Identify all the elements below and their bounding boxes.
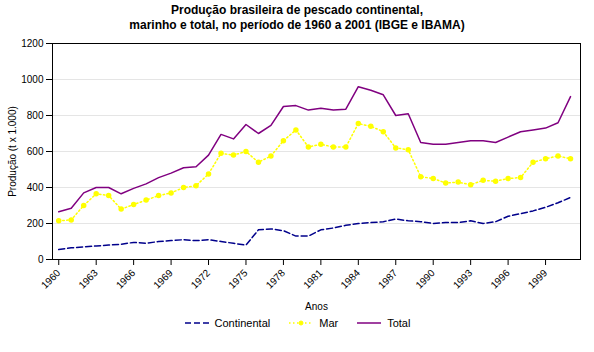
- svg-text:1969: 1969: [151, 267, 175, 291]
- svg-text:400: 400: [27, 182, 44, 193]
- html-text:Mar: Mar: [319, 317, 339, 329]
- svg-text:1000: 1000: [21, 74, 44, 85]
- svg-text:1993: 1993: [451, 267, 475, 291]
- html-text:Produção brasileira de pescado: Produção brasileira de pescado continent…: [129, 3, 465, 32]
- svg-text:1972: 1972: [189, 267, 213, 291]
- svg-text:1999: 1999: [526, 267, 550, 291]
- svg-text:1990: 1990: [413, 267, 437, 291]
- svg-text:1200: 1200: [21, 38, 44, 49]
- svg-text:1981: 1981: [301, 267, 325, 291]
- svg-text:200: 200: [27, 218, 44, 229]
- html-text:Continental: Continental: [214, 317, 271, 329]
- svg-text:600: 600: [27, 146, 44, 157]
- svg-text:1966: 1966: [114, 267, 138, 291]
- svg-text:1987: 1987: [376, 267, 400, 291]
- svg-text:1996: 1996: [488, 267, 512, 291]
- svg-text:Anos: Anos: [305, 301, 328, 312]
- html-text:Total: Total: [387, 317, 411, 329]
- svg-text:1963: 1963: [76, 267, 100, 291]
- svg-text:1984: 1984: [338, 267, 362, 291]
- svg-text:0: 0: [38, 254, 44, 265]
- svg-text:800: 800: [27, 110, 44, 121]
- svg-text:1960: 1960: [39, 267, 63, 291]
- svg-text:Produção (t x 1.000): Produção (t x 1.000): [7, 106, 18, 197]
- svg-text:1978: 1978: [264, 267, 288, 291]
- svg-text:1975: 1975: [226, 267, 250, 291]
